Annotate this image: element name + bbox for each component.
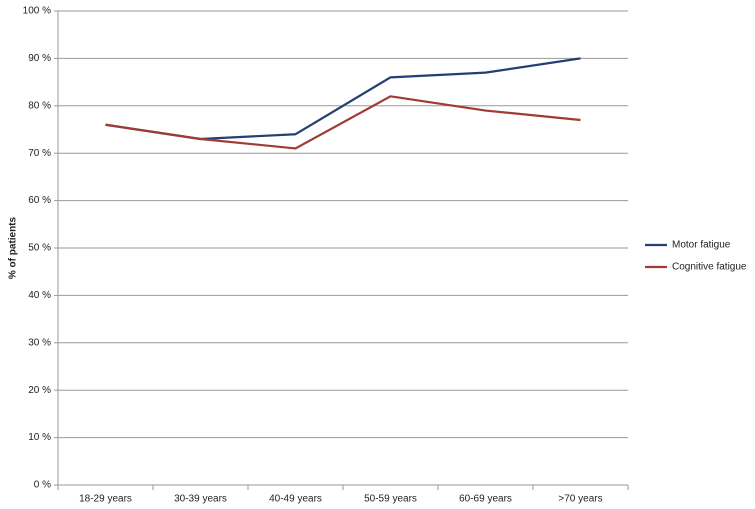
y-tick-label: 50 % <box>28 243 51 254</box>
y-tick-label: 10 % <box>28 432 51 443</box>
y-tick-label: 0 % <box>34 480 51 491</box>
x-tick-label: 40-49 years <box>269 494 322 505</box>
legend-label: Cognitive fatigue <box>672 262 747 273</box>
data-line <box>105 95 581 150</box>
x-tick-label: 18-29 years <box>79 494 132 505</box>
legend-label: Motor fatigue <box>672 240 731 251</box>
x-tick-label: 60-69 years <box>459 494 512 505</box>
y-tick-label: 30 % <box>28 337 51 348</box>
y-tick-label: 100 % <box>23 6 51 17</box>
x-tick-label: >70 years <box>558 494 602 505</box>
x-tick-label: 30-39 years <box>174 494 227 505</box>
y-tick-label: 60 % <box>28 195 51 206</box>
y-axis-label: % of patients <box>8 216 19 279</box>
y-tick-label: 20 % <box>28 385 51 396</box>
y-tick-label: 70 % <box>28 148 51 159</box>
y-tick-label: 40 % <box>28 290 51 301</box>
x-tick-label: 50-59 years <box>364 494 417 505</box>
y-tick-label: 90 % <box>28 53 51 64</box>
y-tick-label: 80 % <box>28 100 51 111</box>
